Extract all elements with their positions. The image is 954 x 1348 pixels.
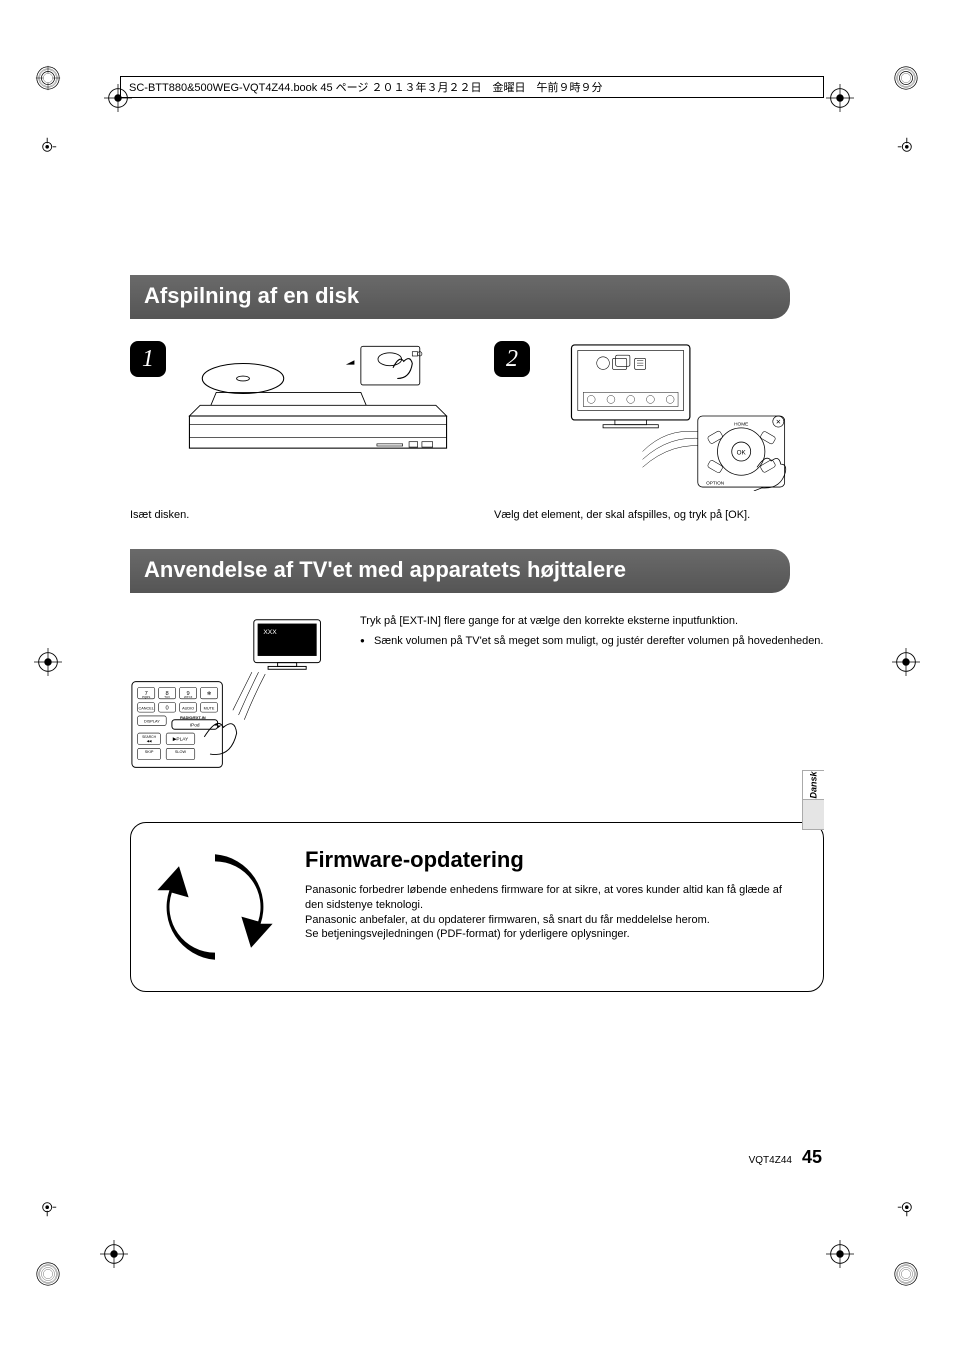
crop-mark-icon [826, 1240, 854, 1268]
firmware-p1: Panasonic forbedrer løbende enhedens fir… [305, 883, 799, 913]
svg-text:TUV: TUV [164, 695, 170, 699]
svg-text:0: 0 [166, 705, 169, 711]
step2-illustration: OK HOME OPTION ✕ [540, 341, 824, 491]
crop-tick-icon [896, 1200, 914, 1218]
svg-text:SKIP: SKIP [145, 750, 154, 754]
step1-caption: Isæt disken. [130, 509, 460, 521]
language-tab: Dansk [802, 770, 824, 840]
svg-text:DISPLAY: DISPLAY [144, 720, 160, 724]
crop-tick-icon [40, 1200, 58, 1218]
svg-text:iPod: iPod [190, 722, 200, 728]
crop-mark-icon [34, 648, 62, 676]
page-number: 45 [802, 1147, 822, 1168]
firmware-p2: Panasonic anbefaler, at du opdaterer fir… [305, 913, 799, 928]
svg-text:✻: ✻ [207, 691, 211, 697]
step-number-2: 2 [494, 341, 530, 377]
section-title-tv-speakers: Anvendelse af TV'et med apparatets højtt… [130, 549, 790, 593]
svg-text:AUDIO: AUDIO [182, 706, 194, 710]
svg-text:XXX: XXX [263, 629, 277, 636]
svg-text:▶PLAY: ▶PLAY [173, 737, 189, 743]
tv-speaker-illustration: XXX 7PQRS 8TUV 9WXYZ ✻ CANCEL [130, 615, 330, 782]
footer-code: VQT4Z44 [749, 1155, 792, 1166]
svg-text:MUTE: MUTE [204, 706, 215, 710]
svg-text:◂◂: ◂◂ [147, 740, 152, 745]
step-1: 1 [130, 341, 460, 521]
section1-title: Afspilning af en disk [144, 283, 359, 308]
svg-text:OPTION: OPTION [706, 481, 725, 487]
svg-text:HOME: HOME [734, 421, 748, 427]
section2-bullet: Sænk volumen på TV'et så meget som mulig… [360, 635, 824, 647]
crop-mark-icon [826, 84, 854, 112]
svg-text:SEARCH: SEARCH [142, 735, 156, 739]
svg-text:WXYZ: WXYZ [184, 695, 192, 699]
svg-text:CANCEL: CANCEL [138, 706, 153, 710]
language-label: Dansk [809, 771, 819, 798]
section2-text: Tryk på [EXT-IN] flere gange for at vælg… [360, 615, 824, 627]
crop-tick-icon [40, 136, 58, 154]
crop-mark-icon [34, 64, 62, 92]
header-filename: SC-BTT880&500WEG-VQT4Z44.book 45 ページ ２０１… [120, 76, 824, 98]
refresh-arrows-icon [155, 847, 275, 967]
crop-mark-icon [892, 64, 920, 92]
firmware-title: Firmware-opdatering [305, 847, 799, 873]
crop-tick-icon [896, 136, 914, 154]
step1-illustration [176, 341, 460, 491]
firmware-box: Firmware-opdatering Panasonic forbedrer … [130, 822, 824, 992]
svg-text:SLOW: SLOW [175, 750, 187, 754]
step-2: 2 [494, 341, 824, 521]
page-footer: VQT4Z44 45 [749, 1147, 822, 1168]
crop-mark-icon [892, 648, 920, 676]
svg-text:RADIO/EXT-IN: RADIO/EXT-IN [180, 716, 206, 720]
header-text: SC-BTT880&500WEG-VQT4Z44.book 45 ページ ２０１… [129, 79, 602, 95]
crop-mark-icon [34, 1260, 62, 1288]
step-number-1: 1 [130, 341, 166, 377]
step2-caption: Vælg det element, der skal afspilles, og… [494, 509, 824, 521]
svg-text:OK: OK [737, 450, 747, 457]
section-title-disc-playback: Afspilning af en disk [130, 275, 790, 319]
crop-mark-icon [100, 1240, 128, 1268]
svg-text:PQRS: PQRS [142, 695, 150, 699]
firmware-p3: Se betjeningsvejledningen (PDF-format) f… [305, 927, 799, 942]
crop-mark-icon [892, 1260, 920, 1288]
svg-text:✕: ✕ [776, 419, 781, 426]
section2-title: Anvendelse af TV'et med apparatets højtt… [144, 557, 626, 582]
